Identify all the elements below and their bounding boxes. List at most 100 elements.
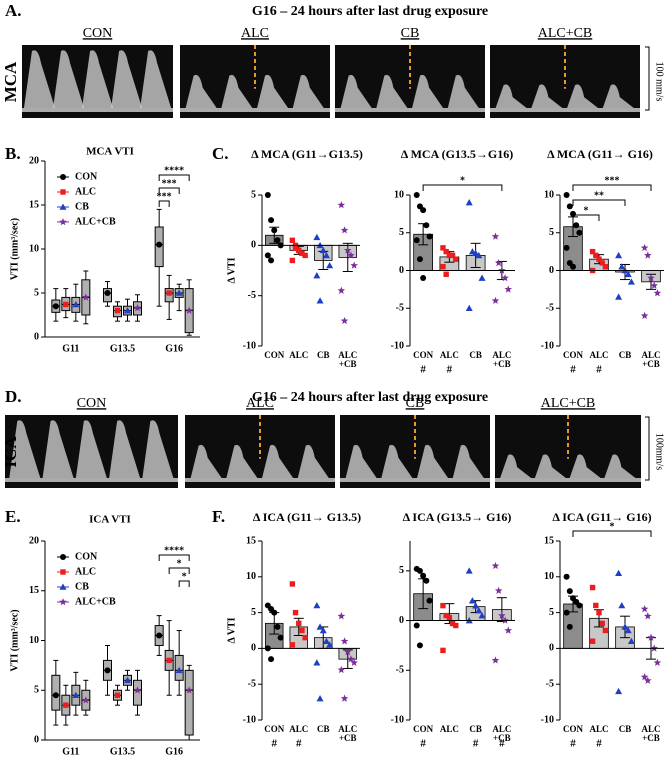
panel-letter: B. [5, 144, 21, 163]
data-point [465, 304, 473, 312]
x-tick-label: CB [619, 724, 632, 734]
data-point [589, 638, 596, 644]
x-tick-label: CON [563, 724, 584, 734]
significance-hash: # [296, 738, 302, 750]
data-point [478, 274, 486, 281]
doppler-waveform [111, 50, 143, 108]
data-point [615, 251, 623, 259]
legend-label: ALC [75, 566, 96, 577]
data-point [114, 692, 121, 698]
y-tick-label: 10 [544, 571, 554, 582]
significance-hash: # [420, 364, 426, 376]
doppler-waveform [534, 454, 566, 478]
data-point [504, 626, 513, 634]
data-point [52, 692, 59, 699]
vessel-label: MCA [1, 61, 20, 102]
y-tick-label: 15 [246, 535, 256, 546]
x-tick-label: ALC [589, 724, 608, 734]
data-point [650, 281, 658, 289]
chart-title: Δ ICA (G13.5→ G16) [403, 510, 512, 524]
doppler-waveform [495, 84, 527, 108]
significance-label: *** [605, 175, 620, 186]
data-point [640, 673, 649, 681]
data-point [340, 637, 349, 645]
data-point [319, 246, 327, 254]
data-point [618, 263, 626, 270]
group-label: ALC+CB [541, 396, 596, 411]
data-point [413, 622, 420, 629]
x-tick-label: CB [317, 350, 330, 360]
data-point [185, 686, 193, 694]
panel-title: G16 – 24 hours after last drug exposure [252, 4, 488, 19]
data-point [350, 261, 358, 269]
doppler-waveform [602, 84, 634, 108]
x-tick-label: ALC [289, 724, 308, 734]
y-tick-label: 5 [34, 287, 39, 298]
data-point [621, 623, 629, 630]
significance-hash: # [570, 738, 576, 750]
data-point [274, 237, 281, 244]
vessel-label: ICA [1, 436, 20, 468]
data-point [653, 289, 662, 297]
data-point [624, 627, 632, 634]
data-point [498, 611, 506, 619]
data-point [599, 260, 605, 266]
data-point [440, 602, 446, 609]
data-point [296, 620, 302, 627]
data-point [423, 577, 430, 584]
y-tick-label: 10 [29, 243, 39, 254]
y-tick-label: 5 [34, 685, 39, 696]
data-point [264, 252, 271, 259]
data-point [426, 597, 433, 604]
data-point [326, 261, 334, 269]
data-point [289, 237, 296, 243]
y-tick-label: 5 [251, 607, 256, 618]
significance-hash: # [499, 738, 505, 750]
x-tick-label: G11 [62, 343, 79, 354]
data-point [647, 274, 655, 282]
data-point [292, 245, 299, 252]
box [133, 679, 142, 706]
data-point [596, 256, 602, 262]
y-tick-label: -10 [391, 714, 404, 725]
data-point [299, 250, 305, 257]
doppler-waveform [226, 444, 258, 478]
doppler-baseline [5, 478, 178, 482]
data-point [175, 289, 183, 296]
data-point [337, 201, 346, 209]
doppler-waveform [140, 50, 172, 108]
data-point [274, 623, 281, 630]
data-point [326, 641, 334, 648]
doppler-waveform [82, 50, 114, 108]
y-tick-label: 20 [29, 535, 39, 546]
legend-label: CB [75, 201, 89, 212]
data-point [618, 601, 626, 609]
data-point [491, 296, 500, 304]
significance-label: **** [164, 545, 184, 556]
data-point [347, 655, 355, 663]
doppler-waveform [292, 74, 324, 108]
significance-label: ** [594, 190, 604, 201]
panel-letter: A. [5, 1, 22, 20]
data-point [292, 609, 299, 616]
x-tick-label: CB [619, 350, 632, 360]
data-point [491, 232, 500, 240]
data-point [289, 581, 296, 587]
data-point [465, 567, 473, 574]
data-point [268, 257, 275, 264]
x-tick-label: G11 [62, 746, 79, 757]
data-point [443, 612, 449, 619]
doppler-waveform [53, 50, 85, 108]
data-point [316, 297, 324, 304]
x-tick-label: CON [264, 350, 285, 360]
x-tick-label: CON [563, 350, 584, 360]
data-point [413, 192, 420, 198]
data-point [449, 252, 456, 259]
data-point [472, 249, 480, 256]
data-point [133, 686, 142, 694]
scale-bar [645, 416, 650, 481]
data-point [627, 637, 635, 645]
data-point [268, 217, 275, 224]
y-tick-label: 0 [399, 265, 404, 276]
data-point [289, 642, 296, 648]
